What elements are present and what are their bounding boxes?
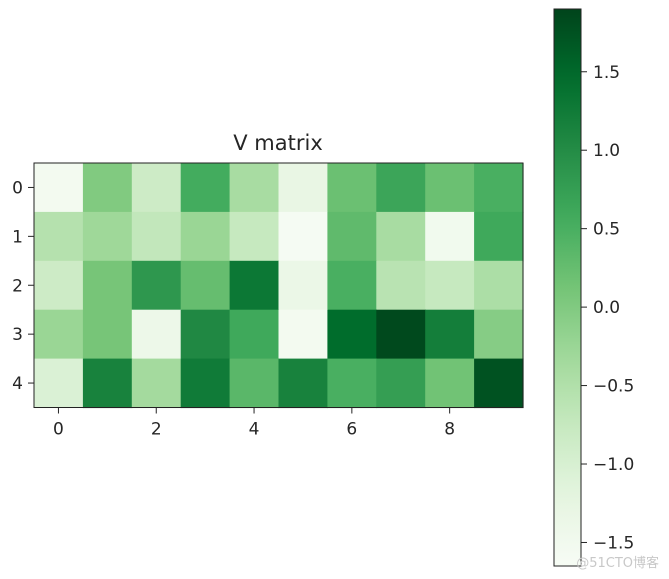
heatmap-cell-r1-c0	[34, 211, 84, 262]
colorbar: 1.5 1.0 0.5 0.0 −0.5 −1.0 −1.5	[553, 8, 634, 567]
heatmap-cell-r4-c3	[180, 358, 231, 409]
colorbar-gradient	[553, 8, 582, 567]
y-tick-label: 1	[12, 227, 23, 247]
colorbar-tick-label: 1.0	[593, 141, 620, 161]
heatmap-cell-r2-c6	[327, 260, 377, 311]
heatmap-cell-r0-c0	[34, 163, 84, 213]
heatmap-cell-r3-c3	[180, 309, 231, 360]
x-tick-label: 6	[346, 420, 357, 440]
heatmap-cell-r3-c6	[327, 309, 377, 360]
colorbar-tick-label: −0.5	[593, 377, 634, 397]
y-tick-label: 3	[12, 325, 23, 345]
heatmap-cell-r2-c4	[229, 260, 280, 311]
heatmap-cell-r3-c4	[229, 309, 280, 360]
heatmap-cell-r3-c5	[278, 309, 328, 360]
x-axis: 0 2 4 6 8	[53, 407, 455, 440]
heatmap-cell-r2-c7	[376, 260, 426, 311]
x-tick-label: 8	[444, 420, 455, 440]
heatmap-cell-r1-c7	[376, 211, 426, 262]
heatmap-cell-r1-c6	[327, 211, 377, 262]
heatmap-cell-r0-c2	[131, 163, 182, 213]
colorbar-tick-label: −1.5	[593, 533, 634, 553]
heatmap-cell-r4-c9	[474, 358, 524, 409]
heatmap-cell-r3-c2	[131, 309, 182, 360]
heatmap-cell-r0-c4	[229, 163, 280, 213]
y-tick-label: 0	[12, 178, 23, 198]
heatmap-cell-r1-c5	[278, 211, 328, 262]
heatmap-cell-r2-c3	[180, 260, 231, 311]
x-tick-label: 0	[53, 420, 64, 440]
heatmap-cell-r1-c2	[131, 211, 182, 262]
y-tick-label: 4	[12, 374, 23, 394]
heatmap-cell-r1-c8	[425, 211, 475, 262]
heatmap-cell-r0-c1	[82, 163, 133, 213]
heatmap-cell-r2-c5	[278, 260, 328, 311]
heatmap-cell-r4-c6	[327, 358, 377, 409]
colorbar-tick-label: 0.0	[593, 298, 620, 318]
colorbar-tick-label: 0.5	[593, 220, 620, 240]
heatmap-cell-r2-c0	[34, 260, 84, 311]
heatmap-cell-r1-c9	[474, 211, 524, 262]
heatmap-cell-r3-c1	[82, 309, 133, 360]
y-axis: 0 1 2 3 4	[12, 178, 34, 394]
heatmap-cell-r0-c9	[474, 163, 524, 213]
heatmap-cell-r3-c0	[34, 309, 84, 360]
heatmap-cell-r0-c5	[278, 163, 328, 213]
heatmap-cell-r4-c0	[34, 358, 84, 409]
heatmap-cell-r2-c8	[425, 260, 475, 311]
heatmap-cell-r2-c2	[131, 260, 182, 311]
heatmap-cell-r1-c4	[229, 211, 280, 262]
heatmap-cell-r4-c5	[278, 358, 328, 409]
heatmap-cell-r4-c7	[376, 358, 426, 409]
heatmap-cell-r0-c8	[425, 163, 475, 213]
heatmap-cell-r4-c2	[131, 358, 182, 409]
heatmap-cell-r1-c3	[180, 211, 231, 262]
x-tick-label: 4	[249, 420, 260, 440]
heatmap-cell-r4-c1	[82, 358, 133, 409]
watermark-text: @51CTO博客	[576, 556, 659, 571]
heatmap-cell-r2-c9	[474, 260, 524, 311]
heatmap-cell-r0-c6	[327, 163, 377, 213]
colorbar-tick-label: 1.5	[593, 63, 620, 83]
heatmap-cell-r3-c8	[425, 309, 475, 360]
heatmap-cell-r3-c9	[474, 309, 524, 360]
heatmap-cell-r3-c7	[376, 309, 426, 360]
x-tick-label: 2	[151, 420, 162, 440]
chart-title: V matrix	[233, 131, 323, 155]
heatmap-cell-r0-c3	[180, 163, 231, 213]
heatmap-cell-r0-c7	[376, 163, 426, 213]
heatmap-cell-r4-c4	[229, 358, 280, 409]
heatmap-cell-r4-c8	[425, 358, 475, 409]
heatmap-cell-r2-c1	[82, 260, 133, 311]
y-tick-label: 2	[12, 276, 23, 296]
colorbar-tick-label: −1.0	[593, 455, 634, 475]
heatmap-cell-r1-c1	[82, 211, 133, 262]
heatmap-cells	[33, 162, 524, 409]
